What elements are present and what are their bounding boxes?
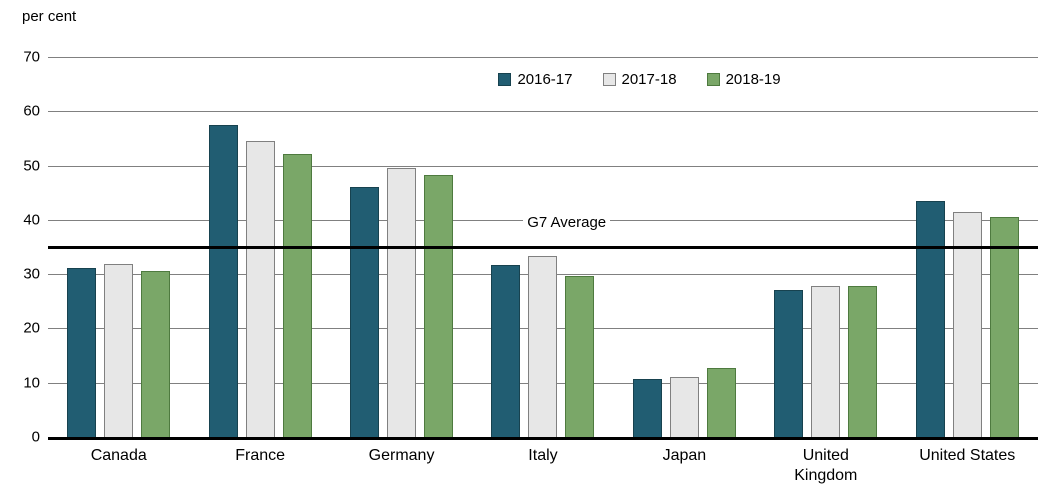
legend-label: 2017-18: [621, 71, 677, 88]
bar-france-2016-17: [208, 124, 238, 437]
x-axis-label: United Kingdom: [755, 446, 896, 486]
y-axis: 0 10 20 30 40 50 60 70: [0, 49, 40, 446]
gridline: [48, 57, 1038, 58]
bar-italy-2017-18: [528, 256, 558, 437]
x-axis-label: Canada: [48, 446, 189, 486]
x-axis: Canada France Germany Italy Japan United King…: [48, 446, 1038, 486]
bar-germany-2018-19: [424, 174, 454, 437]
bar-germany-2016-17: [350, 186, 380, 437]
y-tick-label: 70: [23, 48, 40, 66]
y-axis-title: per cent: [22, 8, 77, 25]
bar-united-states-2017-18: [952, 211, 982, 437]
legend-label: 2018-19: [725, 71, 781, 88]
bar-group-france: [189, 57, 330, 437]
x-axis-label-text: United States: [919, 447, 1016, 464]
y-tick-label: 20: [23, 319, 40, 337]
legend-swatch-icon: [706, 73, 720, 86]
x-axis-label-text: France: [235, 447, 286, 464]
bar-canada-2018-19: [141, 270, 171, 437]
y-tick-label: 40: [23, 211, 40, 229]
legend-swatch-icon: [602, 73, 616, 86]
bar-france-2017-18: [245, 141, 275, 437]
bar-group-japan: [614, 57, 755, 437]
gridline: [48, 165, 1038, 167]
bar-france-2018-19: [282, 153, 312, 437]
x-axis-label-text: Japan: [662, 447, 707, 464]
x-axis-label-text: United Kingdom: [794, 447, 858, 484]
x-axis-label: United States: [897, 446, 1038, 486]
bars-container: [48, 57, 1038, 437]
gridline: [48, 111, 1038, 113]
bar-united-states-2016-17: [915, 200, 945, 437]
bar-group-canada: [48, 57, 189, 437]
legend-swatch-icon: [498, 73, 512, 86]
legend-item: 2018-19: [706, 71, 781, 88]
bar-italy-2018-19: [565, 275, 595, 437]
bar-united-kingdom-2016-17: [774, 289, 804, 437]
g7-average-line: [48, 246, 1038, 249]
plot-area: G7 Average 2016-17 2017-18 2018-19: [48, 57, 1038, 440]
legend: 2016-17 2017-18 2018-19: [498, 71, 781, 88]
legend-item: 2017-18: [602, 71, 677, 88]
bar-group-italy: [472, 57, 613, 437]
bar-canada-2016-17: [67, 268, 97, 437]
x-axis-label: Japan: [614, 446, 755, 486]
y-tick-label: 30: [23, 265, 40, 283]
bar-japan-2018-19: [706, 368, 736, 437]
bar-united-states-2018-19: [989, 216, 1019, 437]
legend-label: 2016-17: [517, 71, 573, 88]
x-axis-label-text: Canada: [90, 447, 147, 464]
bar-canada-2017-18: [104, 264, 134, 437]
bar-germany-2017-18: [387, 168, 417, 437]
g7-average-label: G7 Average: [523, 214, 611, 231]
bar-japan-2017-18: [669, 377, 699, 437]
bar-united-kingdom-2017-18: [811, 285, 841, 437]
bar-group-germany: [331, 57, 472, 437]
y-tick-label: 10: [23, 374, 40, 392]
bar-group-united-states: [897, 57, 1038, 437]
x-axis-label: France: [189, 446, 330, 486]
y-tick-label: 50: [23, 157, 40, 175]
x-axis-label: Italy: [472, 446, 613, 486]
y-tick-label: 60: [23, 102, 40, 120]
x-axis-label-text: Italy: [528, 447, 558, 464]
bar-united-kingdom-2018-19: [848, 286, 878, 437]
legend-item: 2016-17: [498, 71, 573, 88]
x-axis-label: Germany: [331, 446, 472, 486]
bar-italy-2016-17: [491, 264, 521, 437]
bar-japan-2016-17: [632, 378, 662, 437]
y-tick-label: 0: [31, 428, 40, 446]
bar-group-united-kingdom: [755, 57, 896, 437]
x-axis-label-text: Germany: [368, 447, 435, 464]
